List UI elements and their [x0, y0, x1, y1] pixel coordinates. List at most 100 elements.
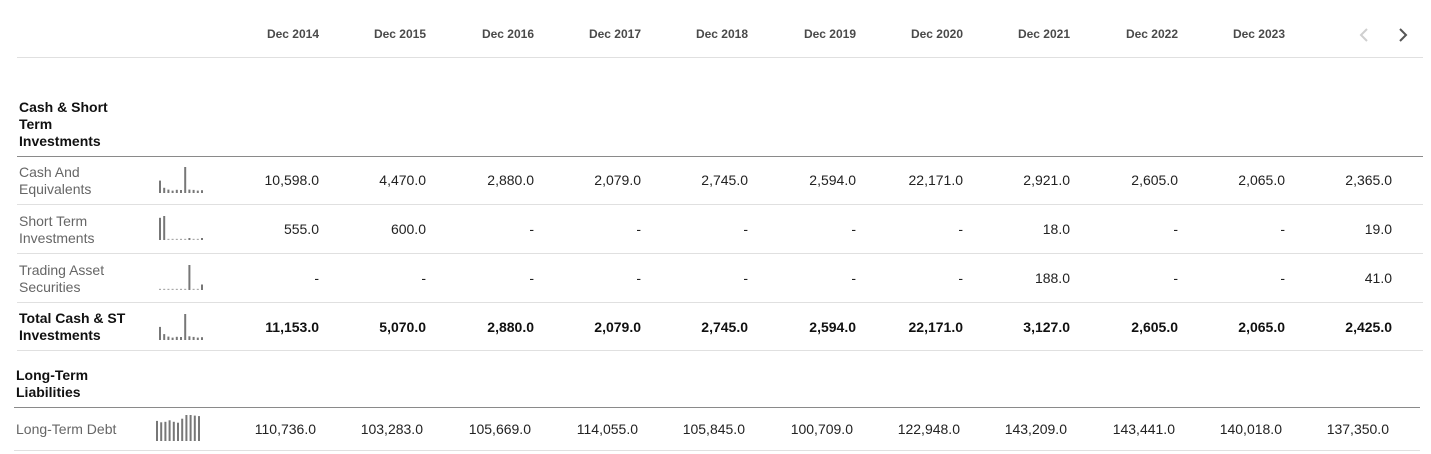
table-cell: 10,598.0: [264, 172, 320, 188]
table-cell: 2,065.0: [1238, 172, 1285, 188]
chevron-right-icon[interactable]: [1394, 26, 1412, 44]
table-cell: -: [1280, 221, 1285, 237]
sparkline-bar: [175, 189, 178, 193]
row-label-short-term-investments: Short Term Investments: [19, 213, 94, 247]
row-label-trading-asset-securities: Trading Asset Securities: [19, 262, 104, 296]
table-cell: 4,470.0: [379, 172, 426, 188]
sparkline-bar: [180, 337, 182, 340]
table-cell: 41.0: [1364, 270, 1392, 286]
sparkline-bar: [192, 336, 195, 340]
section-divider: [14, 407, 1420, 408]
sparkline-bar: [156, 420, 158, 441]
column-header: Dec 2023: [1232, 27, 1285, 41]
sparkline-bar: [196, 337, 199, 340]
table-cell: 5,070.0: [379, 319, 426, 335]
table-cell: 137,350.0: [1326, 421, 1389, 437]
table-cell: 2,594.0: [809, 319, 856, 335]
table-cell: 2,425.0: [1345, 319, 1392, 335]
column-header: Dec 2021: [1017, 27, 1070, 41]
sparkline-bar: [159, 288, 161, 290]
row-label-line: Trading Asset: [19, 262, 105, 278]
table-cell: -: [958, 221, 963, 237]
table-cell: 600.0: [390, 221, 426, 237]
table-cell: 555.0: [283, 221, 319, 237]
sparkline-bar: [185, 415, 188, 441]
row-label-line: Long-Term Debt: [16, 421, 117, 437]
sparkline-bar: [180, 288, 182, 290]
sparkline-trading-asset-securities: [159, 265, 203, 290]
table-cell: 2,079.0: [594, 172, 641, 188]
sparkline-bar: [160, 422, 163, 441]
column-header: Dec 2014: [266, 27, 319, 41]
sparkline-bar: [181, 418, 184, 441]
sparkline-bar: [201, 238, 203, 240]
table-cell: 22,171.0: [908, 172, 964, 188]
sparkline-bar: [163, 334, 166, 340]
sparkline-bar: [189, 415, 192, 441]
sparkline-bar: [192, 189, 195, 193]
sparkline-bar: [201, 337, 203, 340]
table-cell: 2,921.0: [1023, 172, 1070, 188]
table-cell: 2,605.0: [1131, 319, 1178, 335]
row-label-line: Securities: [19, 279, 81, 295]
table-cell: -: [636, 270, 641, 286]
row-label-line: Equivalents: [19, 181, 92, 197]
column-header: Dec 2019: [803, 27, 856, 41]
row-label-line: Cash And: [19, 164, 80, 180]
table-cell: -: [851, 270, 856, 286]
sparkline-bar: [196, 238, 199, 240]
sparkline-bar: [163, 187, 166, 193]
sparkline-long-term-debt: [156, 415, 200, 441]
column-header: Dec 2018: [695, 27, 748, 41]
section-title-line: Cash & Short: [19, 99, 108, 115]
sparkline-bar: [193, 415, 196, 441]
sparkline-bar: [167, 288, 170, 290]
table-cell: 2,365.0: [1345, 172, 1392, 188]
sparkline-bar: [184, 314, 187, 340]
sparkline-bar: [167, 238, 170, 240]
sparkline-bar: [180, 190, 182, 193]
sparkline-bar: [188, 238, 191, 240]
column-header: Dec 2020: [910, 27, 963, 41]
table-cell: 100,709.0: [790, 421, 853, 437]
section-title-long-term-liabilities: Long-Term Liabilities: [16, 367, 88, 401]
column-header: Dec 2017: [588, 27, 641, 41]
table-cell: -: [1173, 221, 1178, 237]
sparkline-bar: [196, 190, 199, 193]
table-cell: -: [958, 270, 963, 286]
sparkline-bar: [184, 167, 187, 193]
sparkline-short-term-investments: [159, 216, 203, 240]
table-cell: 2,594.0: [809, 172, 856, 188]
table-cell: 143,209.0: [1004, 421, 1067, 437]
chevron-left-icon[interactable]: [1356, 26, 1374, 44]
sparkline-bar: [188, 265, 191, 290]
table-cell: -: [1280, 270, 1285, 286]
table-cell: -: [314, 270, 319, 286]
sparkline-total-cash-st-investments: [159, 314, 203, 340]
row-divider: [17, 350, 1423, 351]
table-cell: -: [1173, 270, 1178, 286]
sparkline-bar: [192, 238, 195, 240]
sparkline-bar: [175, 336, 178, 340]
table-cell: 2,880.0: [487, 319, 534, 335]
row-divider: [14, 450, 1420, 451]
row-divider: [17, 204, 1423, 205]
row-label-cash-equivalents: Cash And Equivalents: [19, 164, 91, 198]
row-label-long-term-debt: Long-Term Debt: [16, 421, 116, 438]
table-cell: 2,605.0: [1131, 172, 1178, 188]
sparkline-bar: [188, 336, 191, 340]
sparkline-bar: [201, 190, 203, 193]
row-divider: [17, 302, 1423, 303]
sparkline-bar: [171, 337, 174, 340]
table-cell: -: [743, 221, 748, 237]
sparkline-bar: [163, 216, 166, 240]
sparkline-bar: [171, 190, 174, 193]
sparkline-bar: [159, 180, 161, 193]
table-cell: 140,018.0: [1219, 421, 1282, 437]
sparkline-bar: [175, 238, 178, 240]
table-cell: 188.0: [1034, 270, 1070, 286]
sparkline-bar: [184, 238, 187, 240]
sparkline-bar: [180, 238, 182, 240]
sparkline-bar: [167, 336, 170, 340]
section-divider: [17, 156, 1423, 157]
